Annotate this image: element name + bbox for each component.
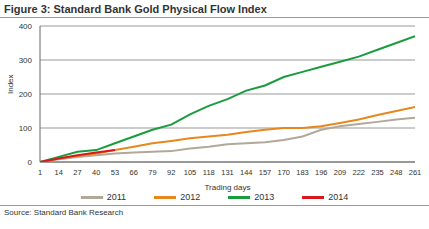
svg-text:Index: Index bbox=[8, 74, 15, 94]
html-text:Figure 3: Standard Bank Gold P: Figure 3: Standard Bank Gold Physical Fl… bbox=[4, 3, 267, 15]
svg-text:200: 200 bbox=[19, 90, 33, 99]
svg-text:235: 235 bbox=[371, 168, 384, 177]
svg-text:157: 157 bbox=[259, 168, 272, 177]
svg-text:222: 222 bbox=[352, 168, 365, 177]
html-text:2011: 2011 bbox=[106, 192, 127, 202]
svg-text:66: 66 bbox=[130, 168, 138, 177]
svg-text:118: 118 bbox=[203, 168, 215, 177]
html-text:2014: 2014 bbox=[328, 192, 349, 202]
svg-text:183: 183 bbox=[296, 168, 309, 177]
svg-text:92: 92 bbox=[167, 168, 175, 177]
svg-text:14: 14 bbox=[55, 168, 63, 177]
svg-text:1: 1 bbox=[38, 168, 42, 177]
svg-text:131: 131 bbox=[221, 168, 234, 177]
svg-text:248: 248 bbox=[390, 168, 403, 177]
html-text:2012: 2012 bbox=[180, 192, 201, 202]
svg-text:144: 144 bbox=[240, 168, 253, 177]
html-text:Source: Standard Bank Research: Source: Standard Bank Research bbox=[4, 208, 124, 217]
svg-text:300: 300 bbox=[19, 56, 33, 65]
html-text:2013: 2013 bbox=[254, 192, 275, 202]
svg-text:105: 105 bbox=[184, 168, 197, 177]
svg-text:40: 40 bbox=[92, 168, 100, 177]
svg-text:53: 53 bbox=[111, 168, 119, 177]
svg-text:170: 170 bbox=[277, 168, 290, 177]
svg-text:100: 100 bbox=[19, 124, 33, 133]
svg-text:261: 261 bbox=[409, 168, 421, 177]
svg-text:Trading days: Trading days bbox=[205, 183, 251, 192]
svg-text:400: 400 bbox=[19, 22, 33, 31]
svg-text:196: 196 bbox=[315, 168, 328, 177]
svg-text:0: 0 bbox=[28, 158, 33, 167]
svg-text:79: 79 bbox=[148, 168, 156, 177]
svg-text:27: 27 bbox=[73, 168, 81, 177]
svg-text:209: 209 bbox=[334, 168, 347, 177]
